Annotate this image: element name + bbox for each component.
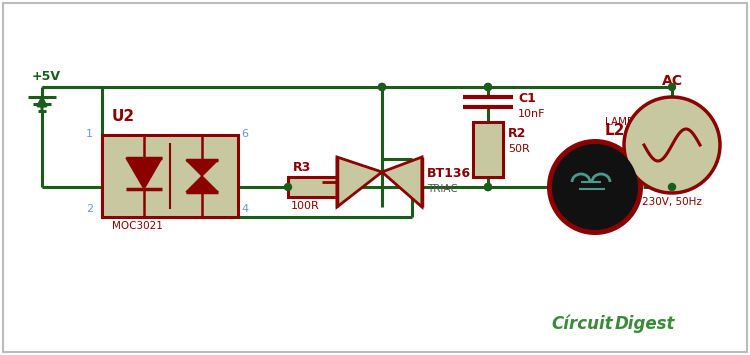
Text: 6: 6	[241, 129, 248, 139]
Text: 230V, 50Hz: 230V, 50Hz	[642, 197, 702, 207]
Bar	[288, 177, 348, 197]
Circle shape	[668, 184, 676, 191]
Text: R3: R3	[293, 161, 311, 174]
Polygon shape	[126, 158, 162, 189]
Text: 1: 1	[86, 129, 93, 139]
Circle shape	[379, 83, 386, 91]
Text: C1: C1	[518, 92, 536, 105]
Text: BT136: BT136	[427, 167, 471, 180]
Bar	[473, 122, 503, 177]
Text: R2: R2	[508, 127, 526, 140]
Polygon shape	[186, 176, 218, 192]
Text: Digest: Digest	[615, 315, 676, 333]
Bar	[102, 135, 238, 217]
Text: 4: 4	[241, 204, 248, 214]
Polygon shape	[337, 157, 382, 207]
Circle shape	[624, 97, 720, 193]
Circle shape	[547, 139, 643, 235]
Circle shape	[552, 144, 638, 230]
Polygon shape	[186, 160, 218, 176]
Circle shape	[668, 83, 676, 91]
Circle shape	[284, 184, 292, 191]
Text: TRIAC: TRIAC	[427, 184, 458, 194]
Text: U2: U2	[112, 109, 135, 124]
Text: MOC3021: MOC3021	[112, 221, 163, 231]
Text: +5V: +5V	[32, 71, 61, 83]
Circle shape	[484, 184, 491, 191]
Text: LAMP: LAMP	[605, 117, 633, 127]
Text: AC: AC	[662, 74, 682, 88]
Text: Círcuit: Círcuit	[551, 315, 613, 333]
Text: L2: L2	[605, 123, 625, 138]
Circle shape	[484, 184, 491, 191]
Polygon shape	[382, 157, 422, 207]
Circle shape	[484, 83, 491, 91]
Text: 50R: 50R	[508, 144, 530, 154]
Circle shape	[484, 83, 491, 91]
Text: 10nF: 10nF	[518, 109, 545, 119]
Text: 2: 2	[86, 204, 93, 214]
Text: 100R: 100R	[291, 201, 320, 211]
Circle shape	[379, 83, 386, 91]
